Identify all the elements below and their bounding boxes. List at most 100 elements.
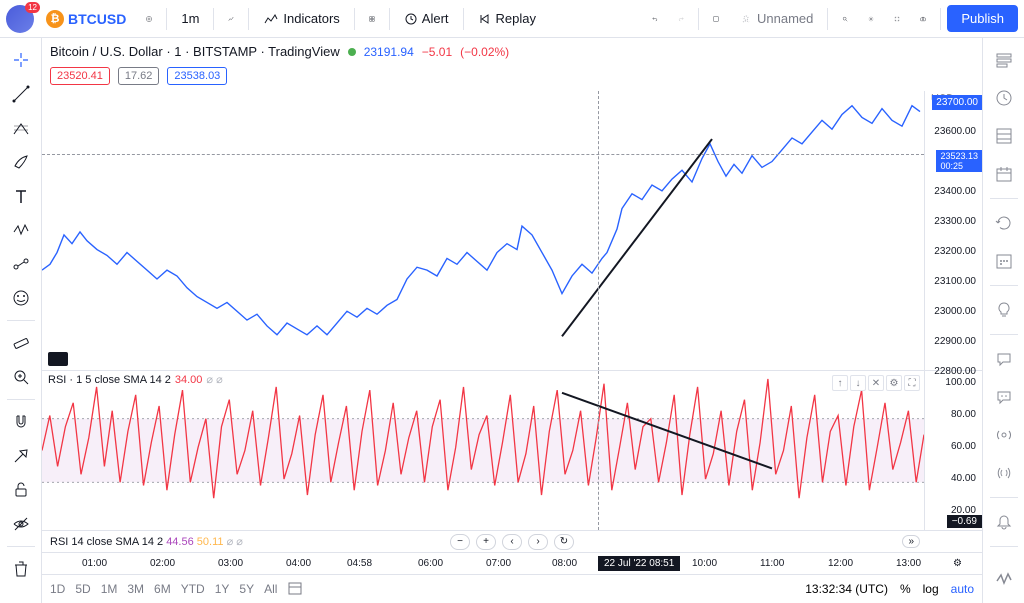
rsi-circles: ⌀ ⌀ <box>206 373 222 386</box>
interval-button[interactable]: 1m <box>173 7 207 30</box>
rsi-down-button[interactable]: ↓ <box>850 375 866 391</box>
cal2-icon[interactable] <box>988 245 1020 277</box>
spread: 17.62 <box>118 67 160 85</box>
layout-button[interactable] <box>705 8 727 30</box>
symbol-search[interactable]: ₿ BTCUSD <box>38 6 134 32</box>
rsi-settings-button[interactable]: ⚙ <box>886 375 902 391</box>
price-tick: 23400.00 <box>934 186 976 197</box>
rsi-label: RSI · 1 5 close SMA 14 2 <box>48 374 171 386</box>
layout-name-button[interactable]: Unnamed <box>731 7 821 30</box>
time-tick: 04:58 <box>347 558 372 569</box>
add-symbol-button[interactable] <box>138 8 160 30</box>
btc-icon: ₿ <box>46 10 64 28</box>
notif-icon[interactable] <box>988 506 1020 538</box>
range-all[interactable]: All <box>264 582 277 596</box>
bid-box[interactable]: 23520.41 <box>50 67 110 85</box>
rsi-bottom-value: −0.69 <box>947 515 982 528</box>
range-1m[interactable]: 1M <box>101 582 118 596</box>
reset-button[interactable]: ↻ <box>554 534 574 550</box>
chat2-icon[interactable] <box>988 381 1020 413</box>
ask-box[interactable]: 23538.03 <box>167 67 227 85</box>
fullscreen-button[interactable] <box>886 8 908 30</box>
time-tick: 12:00 <box>828 558 853 569</box>
logo-button[interactable]: 12 <box>6 5 34 33</box>
rsi-close-button[interactable]: ✕ <box>868 375 884 391</box>
zoom-tool[interactable] <box>5 361 37 393</box>
hotlist-icon[interactable] <box>988 120 1020 152</box>
time-settings-button[interactable]: ⚙ <box>953 558 962 569</box>
settings-button[interactable] <box>860 8 882 30</box>
cross-tool[interactable] <box>5 44 37 76</box>
replay-button[interactable]: Replay <box>470 7 544 30</box>
auto-button[interactable]: auto <box>951 582 974 596</box>
price-tick: 23100.00 <box>934 276 976 287</box>
rsi2-v2: 50.11 <box>197 536 224 548</box>
zoom-in-button[interactable]: + <box>476 534 496 550</box>
current-price-label: 23523.1300:25 <box>936 150 982 172</box>
text-tool[interactable] <box>5 180 37 212</box>
magnet-tool[interactable] <box>5 406 37 438</box>
watchlist-icon[interactable] <box>988 44 1020 76</box>
time-tick: 07:00 <box>486 558 511 569</box>
scroll-right-button[interactable]: › <box>528 534 548 550</box>
time-tick: 08:00 <box>552 558 577 569</box>
rsi2-label: RSI 14 close SMA 14 2 <box>50 536 163 548</box>
undo-button[interactable] <box>644 8 666 30</box>
rsi-expand-button[interactable]: ⛶ <box>904 375 920 391</box>
range-3m[interactable]: 3M <box>127 582 144 596</box>
stream2-icon[interactable] <box>988 457 1020 489</box>
chat-icon[interactable] <box>988 343 1020 375</box>
market-status-dot <box>348 48 356 56</box>
forecast-tool[interactable] <box>5 248 37 280</box>
utc-time[interactable]: 13:32:34 (UTC) <box>805 582 888 596</box>
rsi-up-button[interactable]: ↑ <box>832 375 848 391</box>
price-change: −5.01 <box>422 45 452 59</box>
indicators-button[interactable]: Indicators <box>255 7 347 31</box>
expand-icon[interactable] <box>988 563 1020 595</box>
log-button[interactable]: log <box>923 582 939 596</box>
price-tick: 22900.00 <box>934 336 976 347</box>
rsi-tick: 60.00 <box>951 441 976 452</box>
search-button[interactable] <box>834 8 856 30</box>
redo-button[interactable] <box>670 8 692 30</box>
time-tick: 02:00 <box>150 558 175 569</box>
fib-tool[interactable] <box>5 112 37 144</box>
brush-tool[interactable] <box>5 146 37 178</box>
history-icon[interactable] <box>988 207 1020 239</box>
range-6m[interactable]: 6M <box>154 582 171 596</box>
pattern-tool[interactable] <box>5 214 37 246</box>
chart-style-button[interactable] <box>220 8 242 30</box>
time-tick: 03:00 <box>218 558 243 569</box>
hide-tool[interactable] <box>5 508 37 540</box>
time-tick: 13:00 <box>896 558 921 569</box>
alert-button[interactable]: Alert <box>396 7 457 30</box>
range-1y[interactable]: 1Y <box>215 582 230 596</box>
pct-button[interactable]: % <box>900 582 911 596</box>
scroll-left-button[interactable]: ‹ <box>502 534 522 550</box>
measure-tool[interactable] <box>5 327 37 359</box>
tv-watermark-icon <box>48 352 68 366</box>
stream-icon[interactable] <box>988 419 1020 451</box>
ideas-icon[interactable] <box>988 294 1020 326</box>
rsi2-expand-button[interactable]: » <box>902 535 920 548</box>
time-tick: 01:00 <box>82 558 107 569</box>
emoji-tool[interactable] <box>5 282 37 314</box>
range-5d[interactable]: 5D <box>75 582 90 596</box>
remove-tool[interactable] <box>5 553 37 585</box>
rsi2-v1: 44.56 <box>166 536 194 548</box>
range-1d[interactable]: 1D <box>50 582 65 596</box>
calendar-icon[interactable] <box>988 158 1020 190</box>
zoom-out-button[interactable]: − <box>450 534 470 550</box>
price-top-label: 23700.00 <box>932 95 982 110</box>
range-5y[interactable]: 5Y <box>239 582 254 596</box>
trendline-tool[interactable] <box>5 78 37 110</box>
publish-button[interactable]: Publish <box>947 5 1018 32</box>
templates-button[interactable] <box>361 8 383 30</box>
lock-tool[interactable] <box>5 474 37 506</box>
goto-date-button[interactable] <box>287 580 303 599</box>
stay-draw-tool[interactable] <box>5 440 37 472</box>
snapshot-button[interactable] <box>912 8 934 30</box>
range-ytd[interactable]: YTD <box>181 582 205 596</box>
price-tick: 23300.00 <box>934 216 976 227</box>
alerts-icon[interactable] <box>988 82 1020 114</box>
